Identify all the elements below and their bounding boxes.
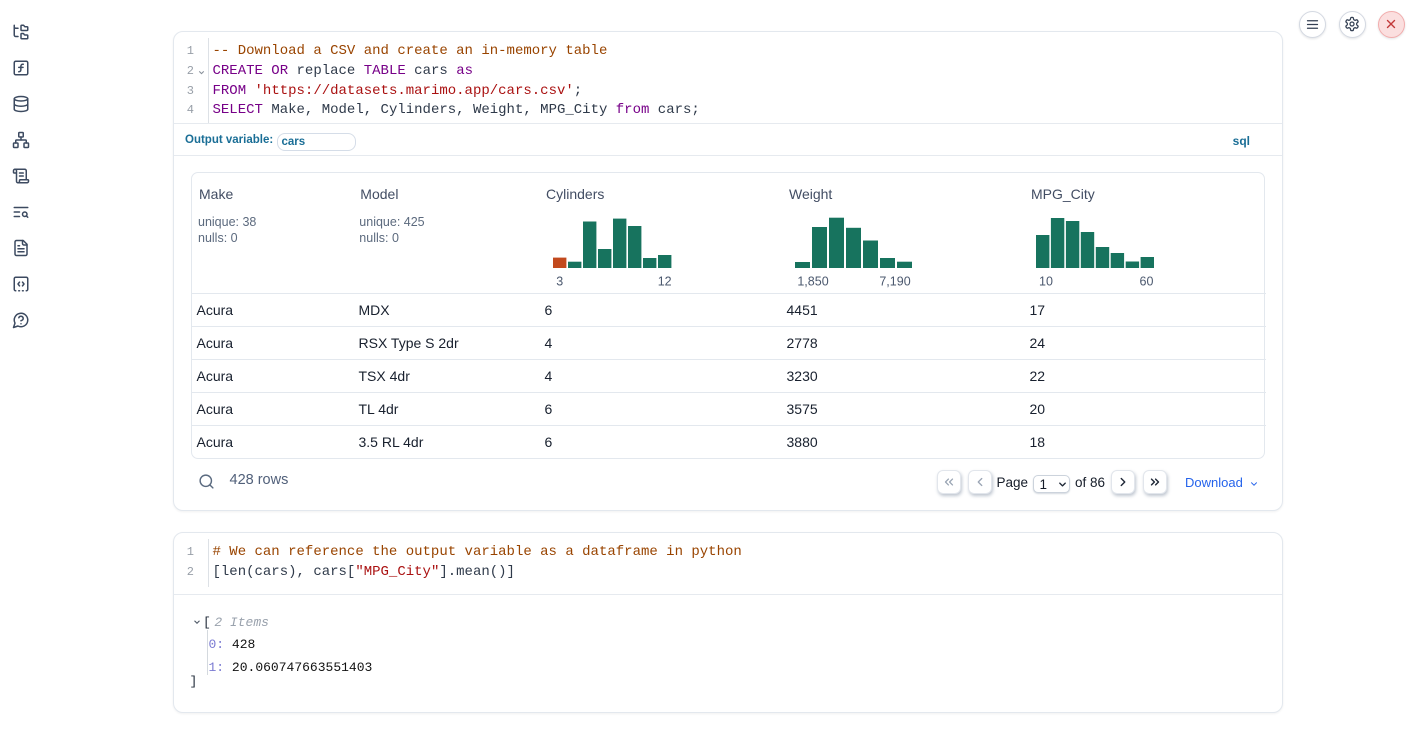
svg-text:3: 3 (556, 275, 563, 289)
svg-text:60: 60 (1140, 275, 1154, 289)
svg-text:10: 10 (1039, 275, 1053, 289)
svg-text:7,190: 7,190 (879, 275, 910, 289)
svg-text:1,850: 1,850 (797, 275, 828, 289)
svg-text:12: 12 (658, 275, 672, 289)
